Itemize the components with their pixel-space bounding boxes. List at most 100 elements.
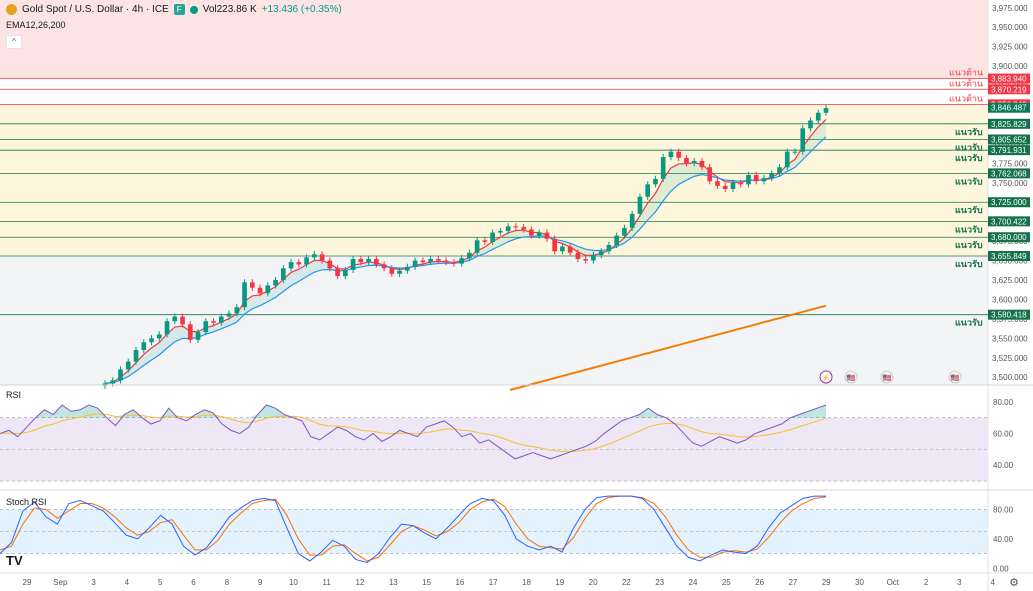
candle	[521, 227, 526, 230]
event-glyph: 🇺🇸	[883, 374, 892, 382]
candle	[769, 173, 775, 179]
candle	[536, 232, 542, 236]
candle	[777, 167, 782, 174]
ema200-line	[509, 304, 827, 391]
event-marker	[819, 370, 833, 384]
candle	[156, 334, 162, 339]
support-price-tag	[988, 168, 1030, 179]
candle	[242, 282, 247, 308]
candle	[622, 227, 627, 236]
lightning-icon[interactable]: ⚡	[819, 370, 833, 384]
candle	[645, 184, 651, 197]
current-price-label: 3,846.487	[991, 104, 1027, 113]
us-flag-icon-2[interactable]: 🇺🇸	[880, 370, 894, 384]
x-tick-label: 30	[855, 578, 864, 587]
candle	[715, 181, 720, 186]
stoch-rsi-title[interactable]: Stoch RSI	[6, 497, 47, 507]
support-price-label: 3,680.000	[991, 233, 1027, 242]
candle	[164, 321, 170, 335]
candle	[443, 260, 449, 263]
us-flag-icon[interactable]: 🇺🇸	[844, 370, 858, 384]
x-tick-label: Oct	[887, 578, 900, 587]
candle	[203, 321, 209, 333]
candle	[280, 268, 286, 280]
candle	[792, 151, 798, 153]
candle	[823, 108, 829, 113]
candle	[660, 157, 666, 179]
candle	[118, 369, 123, 381]
y-tick-label: 3,775.000	[992, 159, 1028, 168]
support-price-tag	[988, 197, 1030, 208]
candle	[800, 128, 806, 152]
candle	[707, 167, 713, 182]
candle	[753, 175, 759, 182]
candle	[319, 254, 325, 261]
support-price-label: 3,655.849	[991, 252, 1027, 261]
collapse-legend-button[interactable]: ^	[6, 35, 22, 49]
x-tick-label: 18	[522, 578, 531, 587]
rsi-title[interactable]: RSI	[6, 390, 22, 400]
y-tick-label: 3,550.000	[992, 334, 1028, 343]
candle	[133, 350, 139, 362]
stoch-tick-label: 0.00	[993, 564, 1009, 573]
support-price-tag	[988, 232, 1030, 243]
candle	[405, 266, 410, 271]
support-price-label: 3,762.068	[991, 169, 1027, 178]
event-marker	[844, 370, 858, 384]
support-name-label: แนวรับ	[955, 224, 983, 234]
gold-logo-icon	[6, 4, 17, 15]
tradingview-logo[interactable]: TV	[6, 553, 23, 568]
candle	[808, 120, 813, 129]
symbol-title[interactable]: Gold Spot / U.S. Dollar · 4h · ICE	[22, 4, 169, 15]
candle	[436, 259, 441, 261]
stoch-tick-label: 40.00	[993, 535, 1014, 544]
chart-header: Gold Spot / U.S. Dollar · 4h · ICE F Vol…	[6, 4, 342, 15]
resistance-name-label: แนวต้าน	[949, 93, 983, 103]
volume-value: Vol223.86 K	[202, 4, 257, 15]
us-flag-icon-3[interactable]: 🇺🇸	[948, 370, 962, 384]
candle	[451, 262, 457, 264]
candle	[412, 260, 418, 267]
x-tick-label: 9	[258, 578, 263, 587]
candle	[513, 226, 519, 228]
candle	[249, 282, 255, 288]
candle	[629, 213, 635, 228]
candle	[505, 226, 511, 231]
x-tick-label: 24	[689, 578, 698, 587]
x-tick-label: 25	[722, 578, 731, 587]
candle	[730, 182, 736, 189]
support-name-label: แนวรับ	[955, 142, 983, 152]
candle	[591, 255, 596, 261]
settings-icon[interactable]: ⚙	[1009, 577, 1019, 589]
rsi-line	[0, 404, 827, 460]
support-zone	[0, 104, 988, 257]
candle	[428, 259, 433, 263]
candle	[226, 313, 232, 317]
y-tick-label: 3,925.000	[992, 43, 1028, 52]
flag-icon[interactable]: F	[173, 4, 185, 15]
y-tick-label: 3,525.000	[992, 354, 1028, 363]
support-price-label: 3,825.829	[991, 120, 1027, 129]
y-tick-label: 3,650.000	[992, 257, 1028, 266]
candle	[311, 254, 317, 258]
candle	[699, 161, 705, 168]
candle	[420, 260, 426, 263]
resistance-price-label: 3,870.219	[991, 85, 1027, 94]
candle	[172, 316, 178, 322]
x-tick-label: 23	[655, 578, 664, 587]
stoch-tick-label: 80.00	[993, 505, 1014, 514]
candle	[784, 151, 790, 168]
x-tick-label: 27	[788, 578, 797, 587]
rsi-tick-label: 60.00	[993, 430, 1014, 439]
candle	[366, 259, 371, 263]
candle	[761, 178, 767, 182]
candle	[389, 268, 395, 274]
support-name-label: แนวรับ	[955, 205, 983, 215]
candle	[498, 231, 503, 233]
candle	[234, 307, 240, 314]
x-tick-label: 8	[225, 578, 230, 587]
candle	[567, 246, 573, 253]
event-glyph: 🇺🇸	[847, 374, 856, 382]
indicator-label[interactable]: EMA12,26,200	[6, 20, 66, 30]
